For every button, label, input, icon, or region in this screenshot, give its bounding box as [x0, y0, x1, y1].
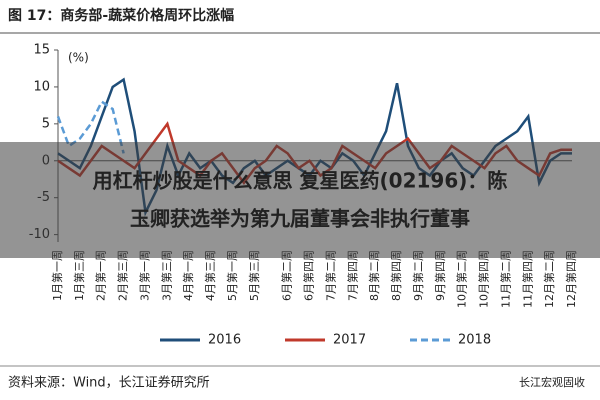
x-tick-label: 10月第二周 [455, 250, 469, 308]
x-tick-label: 11月第四周 [520, 250, 534, 308]
x-tick-label: 11月第二周 [498, 250, 512, 308]
y-axis-label: (%) [68, 51, 89, 65]
y-tick-label: 10 [33, 79, 50, 94]
overlay-headline: 玉卿获选举为第九届董事会非执行董事 [130, 207, 470, 231]
x-tick-label: 7月第二周 [323, 250, 337, 301]
x-tick-label: 12月第四周 [564, 250, 578, 308]
x-tick-label: 1月第一周 [50, 250, 64, 301]
x-tick-label: 12月第二周 [542, 250, 556, 308]
overlay-headline: 用杠杆炒股是什么意思 复星医药(02196)：陈 [93, 169, 508, 193]
watermark: 长江宏观固收 [519, 375, 585, 389]
x-tick-label: 2月第一周 [94, 250, 108, 301]
x-tick-label: 7月第四周 [345, 250, 359, 301]
overlay-banner [0, 142, 600, 258]
legend-label: 2016 [208, 333, 241, 348]
x-tick-label: 8月第四周 [389, 250, 403, 301]
source: 资料来源：Wind，长江证券研究所 [8, 375, 210, 391]
legend-label: 2018 [458, 333, 491, 348]
x-tick-label: 4月第一周 [181, 250, 195, 301]
y-tick-label: 15 [33, 43, 50, 58]
x-tick-label: 9月第四周 [433, 250, 447, 301]
x-tick-label: 5月第一周 [225, 250, 239, 301]
x-tick-label: 2月第三周 [116, 250, 130, 301]
x-tick-label: 3月第三周 [159, 250, 173, 301]
x-tick-label: 4月第三周 [203, 250, 217, 301]
x-tick-label: 5月第三周 [247, 250, 261, 301]
x-tick-label: 6月第二周 [280, 250, 294, 301]
x-tick-label: 1月第三周 [72, 250, 86, 301]
x-tick-label: 8月第二周 [367, 250, 381, 301]
legend-label: 2017 [333, 333, 366, 348]
chart-title: 图 17：商务部-蔬菜价格周环比涨幅 [8, 7, 234, 24]
x-tick-label: 3月第一周 [137, 250, 151, 301]
x-tick-label: 6月第四周 [302, 250, 316, 301]
series-line [56, 99, 125, 154]
y-tick-label: 5 [42, 116, 50, 131]
x-tick-label: 9月第二周 [411, 250, 425, 301]
x-tick-label: 10月第四周 [477, 250, 491, 308]
